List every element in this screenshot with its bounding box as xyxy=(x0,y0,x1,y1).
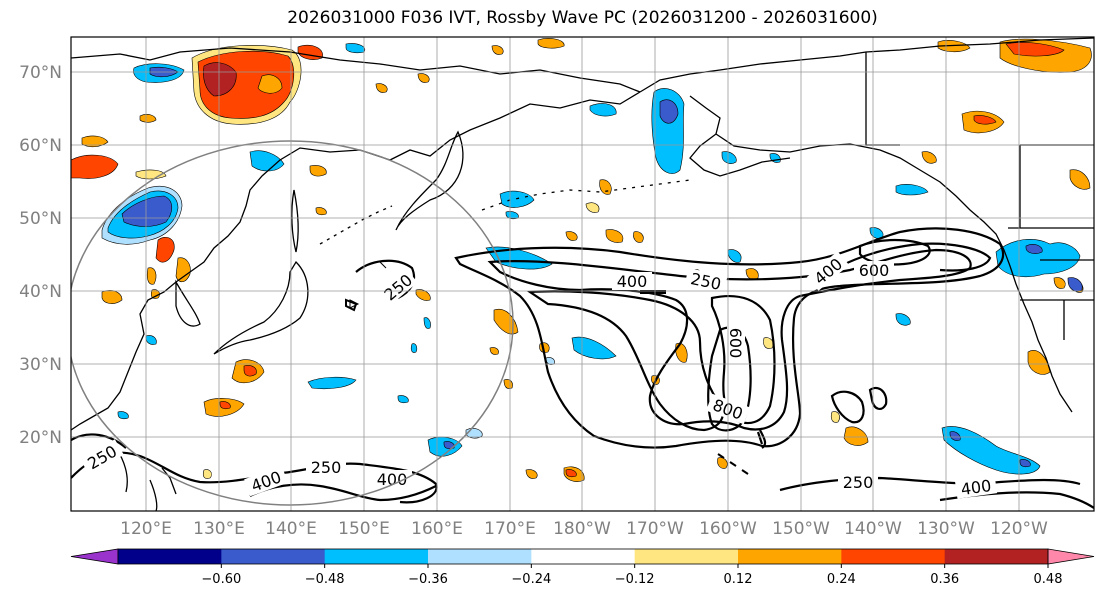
contour-label: 400 xyxy=(377,470,408,489)
colorbar-segment xyxy=(324,549,429,564)
lon-label: 180°W xyxy=(553,519,611,539)
colorbar-tick-label: −0.48 xyxy=(305,572,345,587)
lon-label: 120°E xyxy=(120,519,172,539)
lon-label: 160°W xyxy=(699,519,757,539)
gridlines xyxy=(71,37,1094,511)
rossby-wave-circle xyxy=(71,140,514,506)
lat-label: 50°N xyxy=(19,209,62,229)
contour-label: 400 xyxy=(617,272,648,291)
lat-label: 60°N xyxy=(19,136,62,156)
colorbar-tick-label: 0.48 xyxy=(1034,572,1063,587)
colorbar-tick-label: 0.36 xyxy=(930,572,959,587)
contour-label: 250 xyxy=(311,458,342,477)
contour-400-east xyxy=(819,242,992,281)
map-title: 2026031000 F036 IVT, Rossby Wave PC (202… xyxy=(287,8,878,28)
ivt-contours xyxy=(71,227,1094,509)
colorbar-segment xyxy=(738,549,842,564)
lat-label: 70°N xyxy=(19,63,62,83)
latitude-labels: 70°N 60°N 50°N 40°N 30°N 20°N xyxy=(19,63,62,448)
lat-label: 40°N xyxy=(19,282,62,302)
contour-400-south xyxy=(249,483,437,502)
contour-label: 400 xyxy=(960,476,993,499)
contour-label: 250 xyxy=(843,473,874,492)
colorbar: −0.60 −0.48 −0.36 −0.24 −0.12 0.12 0.24 0.36 0.4… xyxy=(70,548,1095,587)
contour-label: 600 xyxy=(859,261,890,280)
colorbar-extend-high xyxy=(1047,548,1095,565)
contour-600-b xyxy=(710,294,776,425)
contour-250-small xyxy=(345,298,358,312)
negative-anomaly-shading xyxy=(101,43,1083,475)
colorbar-segment xyxy=(531,549,636,564)
contour-250-se xyxy=(779,476,1081,492)
map-frame xyxy=(70,36,1095,512)
lat-label: 30°N xyxy=(19,355,62,375)
colorbar-segment xyxy=(221,549,326,564)
lon-label: 130°W xyxy=(917,519,975,539)
contour-600-a xyxy=(526,290,724,432)
lon-label: 130°E xyxy=(193,519,245,539)
colorbar-segment xyxy=(634,549,739,564)
colorbar-tick-label: −0.24 xyxy=(511,572,551,587)
contour-loop-b xyxy=(868,386,888,410)
lon-label: 140°E xyxy=(265,519,317,539)
colorbar-segment xyxy=(841,549,946,564)
colorbar-segment xyxy=(118,549,222,564)
contour-hook xyxy=(756,429,767,449)
lon-label: 150°E xyxy=(338,519,390,539)
contour-loop-a xyxy=(830,390,865,424)
colorbar-tick-label: 0.12 xyxy=(724,572,753,587)
contour-250-plume xyxy=(454,227,1005,449)
colorbar-tick-label: −0.36 xyxy=(408,572,448,587)
colorbar-tick-label: −0.12 xyxy=(615,572,655,587)
lon-label: 140°W xyxy=(844,519,902,539)
lon-label: 120°W xyxy=(990,519,1048,539)
lon-label: 170°W xyxy=(626,519,684,539)
colorbar-extend-low xyxy=(70,548,119,565)
lon-label: 160°E xyxy=(411,519,463,539)
colorbar-segment xyxy=(944,549,1049,564)
colorbar-frame xyxy=(117,548,1049,565)
longitude-labels: 120°E 130°E 140°E 150°E 160°E 170°E 180°… xyxy=(120,519,1048,539)
lon-label: 150°W xyxy=(772,519,830,539)
lon-label: 170°E xyxy=(484,519,536,539)
colorbar-tick-label: 0.24 xyxy=(827,572,856,587)
contour-250-south xyxy=(71,451,438,504)
contour-250-sw xyxy=(71,433,127,449)
lat-label: 20°N xyxy=(19,428,62,448)
colorbar-segment xyxy=(428,549,532,564)
colorbar-tick-label: −0.60 xyxy=(201,572,241,587)
contour-label: 600 xyxy=(726,328,745,359)
